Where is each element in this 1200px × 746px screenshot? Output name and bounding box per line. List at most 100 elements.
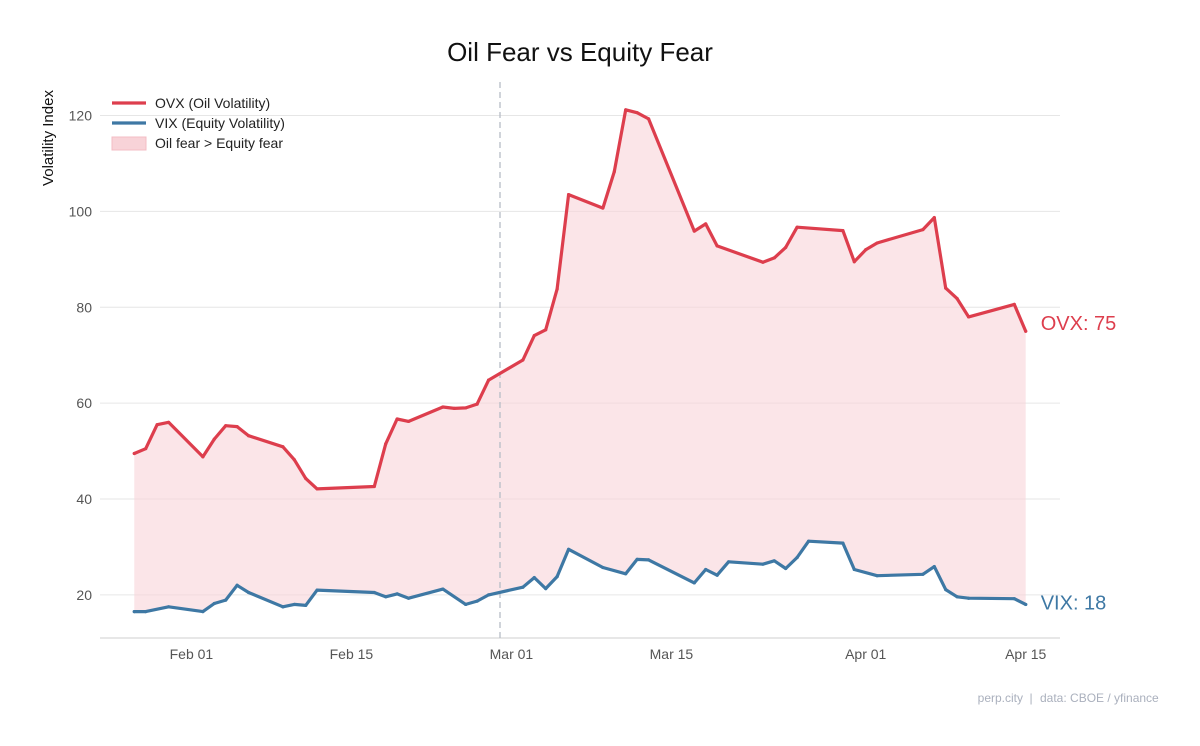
vix-point-27 [635,557,639,561]
ovx-point-16 [406,419,411,423]
ovx-point-26 [566,193,571,197]
ovx-point-4 [201,455,205,459]
ovx-point-46 [955,297,959,301]
vix-line [132,539,1028,614]
vix-point-2 [166,605,171,609]
vix-point-33 [761,562,765,566]
vix-point-30 [704,567,708,572]
ovx-point-32 [692,229,696,233]
ovx-point-24 [544,328,548,332]
vix-point-42 [932,564,936,569]
vix-point-11 [315,588,319,592]
ovx-point-21 [486,378,491,382]
vix-point-32 [726,560,731,564]
ovx-point-9 [281,445,285,449]
legend-label-fill: Oil fear > Equity fear [155,135,283,151]
ovx-point-12 [315,487,319,491]
vix-point-45 [966,596,971,600]
y-tick-60: 60 [76,395,92,411]
ovx-point-44 [932,216,936,220]
ovx-point-22 [521,358,525,362]
vix-point-20 [521,585,525,589]
ovx-point-20 [475,402,479,406]
ovx-point-6 [224,424,228,428]
y-tick-120: 120 [69,108,93,124]
data-points [132,108,1028,614]
vix-point-46 [1012,597,1016,601]
ovx-point-34 [715,244,719,248]
vix-point-12 [372,590,376,595]
ovx-point-30 [635,111,639,115]
y-tick-100: 100 [69,203,93,219]
vix-point-13 [384,595,388,599]
ovx-point-15 [395,417,399,421]
ovx-point-11 [304,476,308,480]
vix-point-39 [852,567,856,572]
vix-point-16 [441,587,445,591]
vix-point-41 [921,572,925,576]
vix-point-34 [772,559,776,563]
ovx-point-23 [532,333,536,338]
y-tick-80: 80 [76,299,92,315]
ovx-point-41 [864,248,868,252]
x-tick-0: Feb 01 [170,646,214,662]
vix-point-28 [646,558,651,562]
vix-point-26 [624,572,628,576]
y-tick-20: 20 [76,587,92,603]
ovx-point-2 [155,423,159,427]
ovx-point-38 [795,225,799,229]
ovx-point-17 [441,405,445,409]
ovx-point-47 [966,315,971,319]
credit-brand: perp.city [978,691,1023,705]
ovx-point-43 [921,228,925,232]
ovx-end-label: OVX: 75 [1041,313,1117,335]
vix-point-37 [806,539,811,543]
ovx-point-45 [944,286,948,290]
ovx-point-36 [772,256,776,260]
x-tick-5: Apr 15 [1005,646,1046,662]
vix-point-21 [532,576,536,580]
ovx-point-27 [601,206,605,210]
vix-point-35 [784,566,788,571]
vix-point-5 [224,598,228,602]
vix-point-43 [944,587,948,592]
x-tick-2: Mar 01 [490,646,534,662]
vix-point-44 [955,595,959,599]
vix-point-29 [692,581,696,585]
vix-point-1 [144,610,148,614]
vix-point-15 [406,596,411,600]
vix-point-38 [841,541,845,545]
vix-point-22 [544,587,548,591]
ovx-point-7 [235,425,239,429]
vix-point-7 [246,590,251,595]
vix-point-0 [132,610,136,614]
ovx-point-33 [704,222,708,226]
ovx-point-19 [464,406,468,410]
vix-point-40 [875,574,879,578]
fill-oil-over-equity [134,109,1026,612]
chart-title: Oil Fear vs Equity Fear [447,37,713,67]
x-tick-labels: Feb 01 Feb 15 Mar 01 Mar 15 Apr 01 Apr 15 [170,646,1047,662]
vix-point-6 [235,583,239,587]
ovx-point-8 [246,434,251,438]
ovx-point-29 [624,108,628,112]
credit-source: data: CBOE / yfinance [1040,691,1159,705]
credit: perp.city | data: CBOE / yfinance [978,691,1159,705]
x-tick-4: Apr 01 [845,646,886,662]
vix-point-47 [1024,602,1028,607]
vix-point-4 [212,601,216,606]
y-tick-40: 40 [76,491,92,507]
vix-point-9 [292,602,296,607]
ovx-point-37 [784,245,788,249]
y-axis-label: Volatility Index [40,90,57,186]
legend: OVX (Oil Volatility) VIX (Equity Volatil… [111,95,285,151]
ovx-line [132,108,1028,491]
ovx-point-0 [132,451,136,456]
vix-point-8 [281,605,285,609]
vix-point-36 [795,555,799,560]
vix-point-23 [555,575,559,579]
y-tick-labels: 20 40 60 80 100 120 [69,108,93,603]
vix-point-18 [475,599,479,603]
x-tick-3: Mar 15 [650,646,694,662]
